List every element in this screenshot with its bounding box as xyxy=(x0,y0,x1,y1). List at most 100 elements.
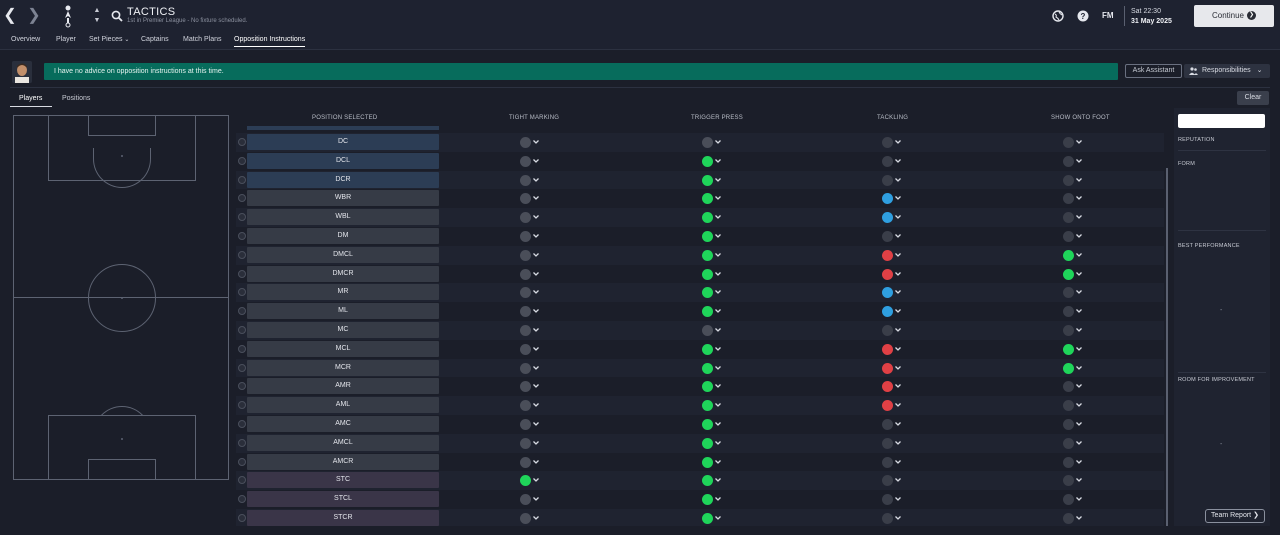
clear-button[interactable]: Clear xyxy=(1237,91,1269,105)
club-crest-icon[interactable] xyxy=(60,4,76,28)
tab-overview[interactable]: Overview xyxy=(11,36,41,43)
tackling-dropdown[interactable] xyxy=(882,362,904,374)
row-select-radio[interactable] xyxy=(238,156,246,165)
trigger-press-dropdown[interactable] xyxy=(702,325,724,336)
row-select-radio[interactable] xyxy=(238,344,246,353)
tackling-dropdown[interactable] xyxy=(882,494,904,506)
show-onto-foot-dropdown[interactable] xyxy=(1063,155,1085,167)
row-select-radio[interactable] xyxy=(238,326,246,334)
table-row[interactable]: DMCL xyxy=(236,245,1164,265)
trigger-press-dropdown[interactable] xyxy=(702,306,724,318)
show-onto-foot-dropdown[interactable] xyxy=(1063,381,1085,393)
table-row[interactable]: AMCL xyxy=(236,433,1164,453)
trigger-press-dropdown[interactable] xyxy=(702,174,724,186)
table-row[interactable]: WBL xyxy=(236,208,1164,227)
show-onto-foot-dropdown[interactable] xyxy=(1063,475,1085,487)
tight-marking-dropdown[interactable] xyxy=(520,400,542,412)
row-select-radio[interactable] xyxy=(238,382,246,391)
tight-marking-dropdown[interactable] xyxy=(520,306,542,318)
trigger-press-dropdown[interactable] xyxy=(702,475,724,487)
tight-marking-dropdown[interactable] xyxy=(520,362,542,374)
tackling-dropdown[interactable] xyxy=(882,343,904,355)
tight-marking-dropdown[interactable] xyxy=(520,193,542,205)
table-row[interactable]: DCR xyxy=(236,170,1164,190)
tab-set-pieces[interactable]: Set Pieces ⌄ xyxy=(89,36,129,43)
tackling-dropdown[interactable] xyxy=(882,381,904,393)
show-onto-foot-dropdown[interactable] xyxy=(1063,193,1085,205)
table-row[interactable]: DC xyxy=(236,133,1164,152)
table-row[interactable]: STCR xyxy=(236,509,1164,526)
header-trigger-press[interactable]: TRIGGER PRESS xyxy=(691,115,743,121)
tight-marking-dropdown[interactable] xyxy=(520,494,542,506)
pitch-diagram[interactable] xyxy=(13,115,229,480)
table-scrollbar[interactable] xyxy=(1166,168,1168,526)
table-row[interactable]: AMC xyxy=(236,415,1164,434)
show-onto-foot-dropdown[interactable] xyxy=(1063,249,1085,261)
row-select-radio[interactable] xyxy=(238,232,246,240)
tackling-dropdown[interactable] xyxy=(882,268,904,280)
row-select-radio[interactable] xyxy=(238,213,246,222)
trigger-press-dropdown[interactable] xyxy=(702,193,724,205)
trigger-press-dropdown[interactable] xyxy=(702,381,724,393)
header-tackling[interactable]: TACKLING xyxy=(877,115,909,121)
row-select-radio[interactable] xyxy=(238,438,246,447)
row-select-radio[interactable] xyxy=(238,363,246,372)
tab-opposition-instructions[interactable]: Opposition Instructions xyxy=(234,36,306,47)
tight-marking-dropdown[interactable] xyxy=(520,155,542,167)
show-onto-foot-dropdown[interactable] xyxy=(1063,362,1085,374)
back-arrow-icon[interactable]: ❮ xyxy=(3,7,17,24)
player-name-field[interactable] xyxy=(1178,114,1265,128)
tackling-dropdown[interactable] xyxy=(882,437,904,449)
tight-marking-dropdown[interactable] xyxy=(520,381,542,393)
show-onto-foot-dropdown[interactable] xyxy=(1063,494,1085,506)
show-onto-foot-dropdown[interactable] xyxy=(1063,287,1085,299)
tight-marking-dropdown[interactable] xyxy=(520,343,542,355)
table-row[interactable]: DCL xyxy=(236,152,1164,171)
trigger-press-dropdown[interactable] xyxy=(702,268,724,280)
trigger-press-dropdown[interactable] xyxy=(702,494,724,506)
show-onto-foot-dropdown[interactable] xyxy=(1063,400,1085,412)
tight-marking-dropdown[interactable] xyxy=(520,325,542,336)
table-row[interactable]: MCR xyxy=(236,358,1164,378)
show-onto-foot-dropdown[interactable] xyxy=(1063,343,1085,355)
tackling-dropdown[interactable] xyxy=(882,456,904,468)
trigger-press-dropdown[interactable] xyxy=(702,362,724,374)
trigger-press-dropdown[interactable] xyxy=(702,513,724,524)
tackling-dropdown[interactable] xyxy=(882,174,904,186)
tight-marking-dropdown[interactable] xyxy=(520,287,542,299)
tab-captains[interactable]: Captains xyxy=(141,36,169,43)
table-row[interactable]: AMCR xyxy=(236,453,1164,472)
show-onto-foot-dropdown[interactable] xyxy=(1063,306,1085,318)
header-position-selected[interactable]: POSITION SELECTED xyxy=(312,115,378,121)
row-select-radio[interactable] xyxy=(238,250,246,259)
trigger-press-dropdown[interactable] xyxy=(702,137,724,148)
tackling-dropdown[interactable] xyxy=(882,212,904,224)
responsibilities-button[interactable]: Responsibilities ⌄ xyxy=(1184,64,1270,78)
tackling-dropdown[interactable] xyxy=(882,137,904,148)
search-icon[interactable] xyxy=(111,10,123,22)
ask-assistant-button[interactable]: Ask Assistant xyxy=(1125,64,1182,78)
show-onto-foot-dropdown[interactable] xyxy=(1063,268,1085,280)
row-select-radio[interactable] xyxy=(238,514,246,522)
tackling-dropdown[interactable] xyxy=(882,155,904,167)
tight-marking-dropdown[interactable] xyxy=(520,456,542,468)
tight-marking-dropdown[interactable] xyxy=(520,268,542,280)
row-select-radio[interactable] xyxy=(238,175,246,184)
fm-logo[interactable]: FM xyxy=(1102,11,1114,20)
row-select-radio[interactable] xyxy=(238,288,246,297)
world-globe-icon[interactable] xyxy=(1052,10,1064,22)
help-icon[interactable]: ? xyxy=(1077,10,1089,22)
row-select-radio[interactable] xyxy=(238,194,246,203)
row-select-radio[interactable] xyxy=(238,401,246,410)
table-row[interactable]: STC xyxy=(236,471,1164,491)
table-row[interactable]: DMCR xyxy=(236,265,1164,284)
trigger-press-dropdown[interactable] xyxy=(702,155,724,167)
forward-arrow-icon[interactable]: ❯ xyxy=(27,7,41,24)
row-select-radio[interactable] xyxy=(238,307,246,316)
trigger-press-dropdown[interactable] xyxy=(702,419,724,430)
show-onto-foot-dropdown[interactable] xyxy=(1063,437,1085,449)
show-onto-foot-dropdown[interactable] xyxy=(1063,325,1085,336)
tight-marking-dropdown[interactable] xyxy=(520,437,542,449)
trigger-press-dropdown[interactable] xyxy=(702,400,724,412)
show-onto-foot-dropdown[interactable] xyxy=(1063,456,1085,468)
